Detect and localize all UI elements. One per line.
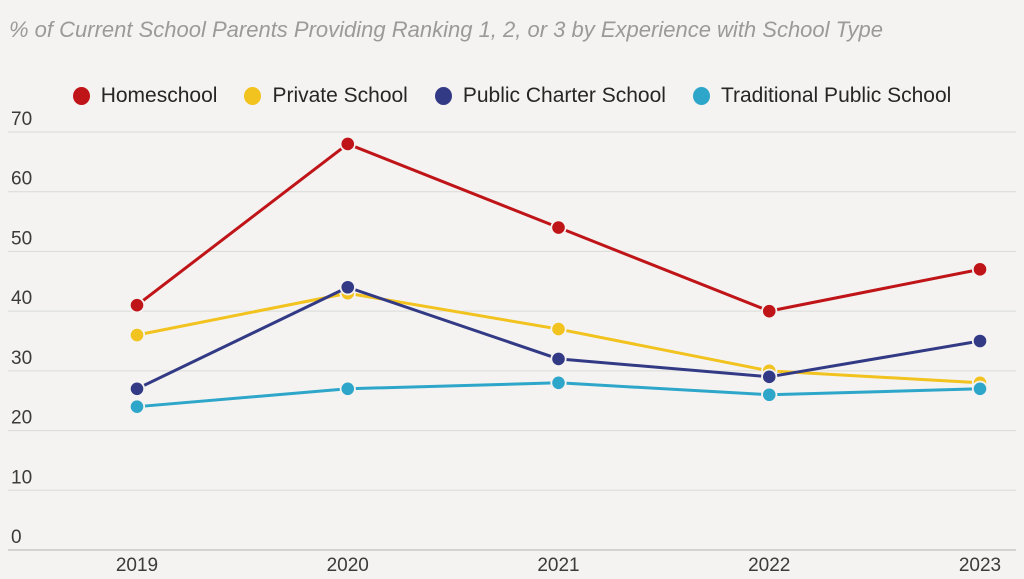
legend-dot-icon	[434, 87, 452, 105]
legend-item-homeschool: Homeschool	[72, 84, 218, 108]
legend-dot-icon	[244, 87, 262, 105]
y-tick-label: 50	[11, 228, 32, 249]
data-point-homeschool-2021	[550, 219, 567, 236]
x-tick-label: 2023	[959, 555, 1001, 576]
data-point-private-school-2021	[550, 320, 567, 338]
legend-label: Traditional Public School	[720, 84, 952, 107]
legend-item-traditional-public-school: Traditional Public School	[692, 84, 952, 108]
x-tick-label: 2022	[748, 555, 790, 576]
data-point-traditional-public-school-2019	[128, 398, 146, 415]
x-tick-label: 2021	[537, 555, 579, 576]
chart-title: % of Current School Parents Providing Ra…	[9, 17, 883, 42]
series-line-public-charter-school	[135, 285, 982, 391]
data-point-public-charter-school-2023	[971, 332, 989, 350]
legend-label: Public Charter School	[462, 84, 666, 107]
data-point-public-charter-school-2019	[128, 380, 146, 397]
y-tick-label: 30	[11, 348, 32, 369]
y-tick-label: 70	[11, 109, 32, 130]
x-tick-label: 2019	[116, 555, 158, 576]
data-point-traditional-public-school-2022	[761, 386, 778, 403]
legend-item-private-school: Private School	[244, 84, 408, 108]
x-tick-label: 2020	[327, 555, 369, 576]
data-point-traditional-public-school-2023	[971, 380, 989, 397]
series-line-private-school	[135, 291, 982, 385]
legend-item-public-charter-school: Public Charter School	[434, 84, 666, 108]
legend-dot-icon	[692, 87, 710, 105]
data-point-traditional-public-school-2021	[550, 374, 567, 391]
data-point-private-school-2019	[128, 326, 146, 344]
legend-label: Homeschool	[100, 84, 218, 107]
y-tick-label: 60	[11, 169, 32, 190]
data-point-homeschool-2019	[128, 297, 146, 314]
data-point-homeschool-2022	[761, 303, 778, 320]
chart-legend: Homeschool Private School Public Charter S…	[0, 84, 1024, 108]
data-point-public-charter-school-2020	[339, 279, 356, 296]
data-point-traditional-public-school-2020	[339, 380, 356, 397]
y-tick-label: 0	[11, 527, 22, 548]
y-tick-label: 40	[11, 288, 32, 309]
y-tick-label: 10	[11, 467, 32, 488]
data-point-public-charter-school-2021	[550, 350, 567, 368]
legend-dot-icon	[72, 87, 90, 105]
legend-label: Private School	[272, 84, 408, 107]
y-tick-label: 20	[11, 408, 32, 429]
data-point-homeschool-2020	[339, 135, 356, 153]
data-point-public-charter-school-2022	[761, 368, 778, 385]
data-point-homeschool-2023	[971, 261, 989, 278]
